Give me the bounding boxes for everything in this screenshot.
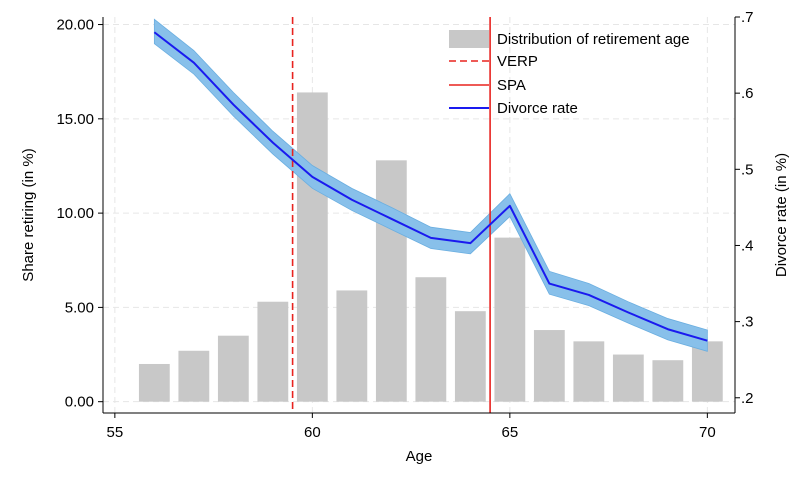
bar-62 [375, 160, 407, 402]
bar-56 [138, 363, 170, 402]
axes [102, 17, 736, 414]
bar-64 [454, 311, 486, 402]
retirement-bars [138, 92, 723, 402]
divorce-ci-band [153, 18, 708, 352]
y-axis-right-label: Divorce rate (in %) [773, 153, 790, 277]
legend: Distribution of retirement age VERP SPA … [449, 30, 690, 117]
legend-bar-swatch [449, 30, 489, 48]
bar-66 [533, 330, 565, 402]
divorce-rate-line [153, 31, 708, 342]
x-tick-label: 60 [304, 424, 321, 441]
y-left-tick-label: 15.00 [56, 111, 94, 128]
bar-63 [415, 277, 447, 402]
x-tick-label: 55 [107, 424, 124, 441]
y-left-tick-label: 20.00 [56, 17, 94, 34]
y-left-tick-label: 0.00 [65, 394, 94, 411]
x-tick-label: 70 [699, 424, 716, 441]
bar-60 [296, 92, 328, 402]
y-right-tick-label: .4 [741, 237, 754, 254]
x-axis-label: Age [406, 448, 433, 465]
y-right-tick-label: .5 [741, 161, 754, 178]
y-left-tick-label: 10.00 [56, 205, 94, 222]
tick-labels: 0.00 5.00 10.00 15.00 20.00 .2 .3 .4 .5 .6 .7 55 60 6… [56, 9, 753, 441]
reference-lines [291, 17, 491, 413]
y-right-tick-label: .7 [741, 9, 754, 26]
legend-label-verp: VERP [497, 53, 538, 70]
legend-label-distribution: Distribution of retirement age [497, 31, 690, 48]
legend-label-spa: SPA [497, 77, 526, 94]
x-tick-label: 65 [502, 424, 519, 441]
bar-65 [494, 237, 526, 402]
y-axis-left-label: Share retiring (in %) [20, 148, 37, 281]
y-right-tick-label: .6 [741, 85, 754, 102]
bar-68 [612, 354, 644, 402]
y-right-tick-label: .2 [741, 390, 754, 407]
bar-69 [652, 360, 684, 402]
bar-61 [336, 290, 368, 402]
bar-58 [217, 335, 249, 402]
bar-59 [257, 301, 289, 402]
ci-band [153, 18, 708, 352]
bar-67 [573, 341, 605, 402]
legend-label-divorce: Divorce rate [497, 100, 578, 117]
bar-57 [178, 350, 210, 402]
tick-marks [98, 16, 740, 418]
y-right-tick-label: .3 [741, 314, 754, 331]
y-left-tick-label: 5.00 [65, 299, 94, 316]
